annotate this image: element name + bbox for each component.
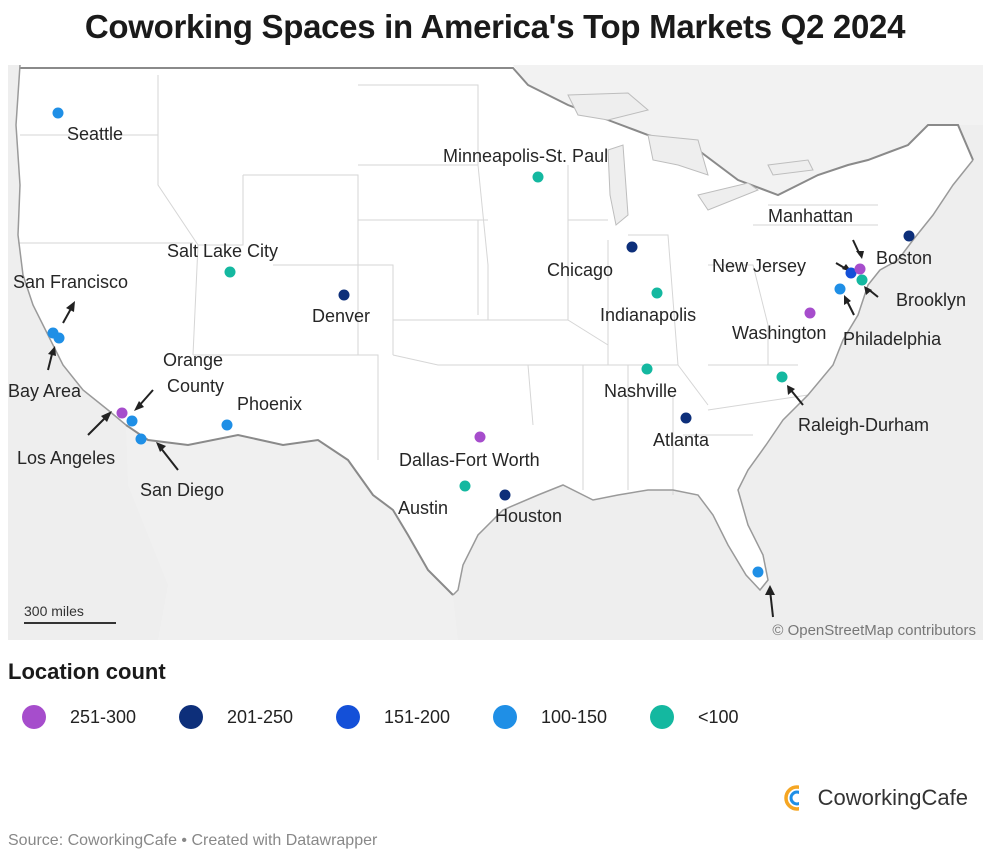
legend-item-100-150: 100-150 [493,705,650,729]
dot-bay-area [53,332,65,344]
dot-philadelphia [834,283,846,295]
map-svg [15,65,983,640]
dot-new-jersey [845,267,857,279]
dot-houston [499,489,511,501]
source-note: Source: CoworkingCafe • Created with Dat… [8,832,378,849]
label-chicago: Chicago [547,260,614,280]
legend-label: <100 [698,706,739,727]
national-borders [20,67,974,596]
label-denver: Denver [312,306,371,326]
legend-item-lt-100: <100 [650,705,807,729]
legend-dot [22,705,46,729]
legend-item-151-200: 151-200 [336,705,493,729]
arrow-raleigh [789,388,804,406]
dot-manhattan [854,263,866,275]
dot-minneapolis [532,171,544,183]
dot-miami [752,566,764,578]
label-dallas: Dallas-Fort Worth [399,450,540,470]
dot-austin [459,480,471,492]
label-new-jersey: New Jersey [712,256,807,276]
label-bay-area: Bay Area [8,381,82,401]
legend-label: 251-300 [70,706,137,727]
label-atlanta: Atlanta [653,430,710,450]
label-boston: Boston [876,248,933,268]
mexico-region [126,425,458,640]
legend-label: 201-250 [227,706,294,727]
label-san-francisco: San Francisco [13,272,129,292]
annotation-arrows [47,239,879,618]
label-philadelphia: Philadelphia [843,329,942,349]
label-raleigh: Raleigh-Durham [798,415,930,435]
scale-label: 300 miles [24,603,84,619]
dot-indianapolis [651,287,663,299]
chart-title: Coworking Spaces in America's Top Market… [84,8,906,45]
scale-bar [24,622,116,624]
brand-logo[interactable]: CoworkingCafe [783,785,968,811]
legend-title: Location count [8,659,166,684]
map-attribution[interactable]: © OpenStreetMap contributors [772,622,976,639]
coastline [15,65,974,596]
dot-chicago [626,241,638,253]
dot-phoenix [221,419,233,431]
legend-label: 100-150 [541,706,608,727]
dot-atlanta [680,412,692,424]
label-los-angeles: Los Angeles [17,448,116,468]
arrow-sd [159,446,179,471]
dot-boston [903,230,915,242]
label-san-diego: San Diego [140,480,225,500]
label-brooklyn: Brooklyn [896,290,967,310]
brand-name: CoworkingCafe [817,785,968,810]
legend-item-201-250: 201-250 [179,705,336,729]
label-seattle: Seattle [67,124,124,144]
dot-orange-county [126,415,138,427]
label-houston: Houston [495,506,563,526]
legend-dot [179,705,203,729]
dot-seattle [52,107,64,119]
label-nashville: Nashville [604,381,678,401]
legend-dot [493,705,517,729]
legend-dot [650,705,674,729]
dot-washington [804,307,816,319]
label-phoenix: Phoenix [237,394,303,414]
state-borders [18,75,878,495]
label-minneapolis: Minneapolis-St. Paul [443,146,609,166]
dot-salt-lake-city [224,266,236,278]
city-dots [47,107,915,578]
dot-denver [338,289,350,301]
legend-dot [336,705,360,729]
dot-nashville [641,363,653,375]
dot-brooklyn [856,274,868,286]
map-area[interactable]: Seattle San Francisco Bay Area Orange Co… [8,65,983,640]
label-austin: Austin [398,498,449,518]
great-lakes [567,92,814,226]
legend: 251-300 201-250 151-200 100-150 <100 [22,705,807,729]
legend-label: 151-200 [384,706,451,727]
dot-los-angeles [116,407,128,419]
arrow-heads [48,251,872,595]
label-salt-lake-city: Salt Lake City [167,241,279,261]
label-washington: Washington [732,323,827,343]
label-orange-county-line2: County [167,376,225,396]
label-orange-county-line1: Orange [163,350,224,370]
label-indianapolis: Indianapolis [600,305,697,325]
coworkingcafe-logo-icon [783,785,810,811]
label-manhattan: Manhattan [768,206,854,226]
dot-san-diego [135,433,147,445]
legend-item-251-300: 251-300 [22,705,179,729]
dot-raleigh [776,371,788,383]
dot-dallas [474,431,486,443]
